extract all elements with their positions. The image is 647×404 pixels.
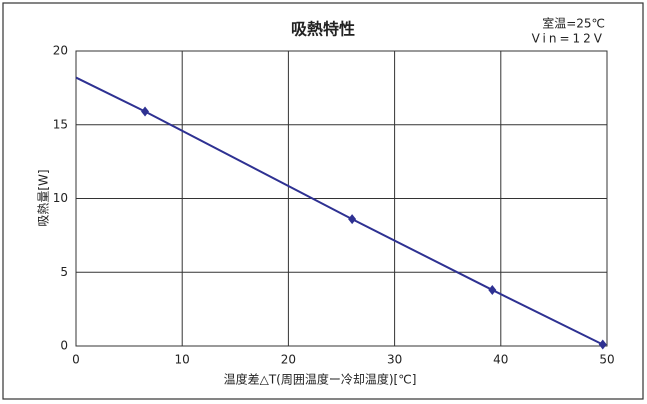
y-tick-label: 10 (53, 191, 68, 205)
x-tick-label: 50 (599, 353, 614, 367)
chart-frame (2, 2, 644, 400)
data-point (348, 214, 357, 225)
x-tick-label: 20 (281, 353, 296, 367)
annotation: Vin=12V (532, 32, 605, 46)
y-tick-label: 5 (60, 265, 68, 279)
data-point (141, 106, 150, 117)
data-line (75, 76, 604, 346)
x-axis-label: 温度差△T(周囲温度ー冷却温度)[℃] (224, 372, 417, 387)
y-tick-label: 0 (60, 339, 68, 353)
x-tick-label: 0 (72, 353, 80, 367)
data-point (598, 339, 607, 350)
annotation: 室温=25℃ (542, 16, 605, 31)
x-tick-label: 40 (493, 353, 508, 367)
chart-title: 吸熱特性 (291, 20, 355, 39)
x-tick-label: 30 (387, 353, 402, 367)
y-tick-label: 20 (53, 44, 68, 58)
x-tick-label: 10 (175, 353, 190, 367)
y-tick-label: 15 (53, 117, 68, 131)
y-axis-label: 吸熱量[W] (37, 169, 51, 226)
data-point (488, 284, 497, 295)
